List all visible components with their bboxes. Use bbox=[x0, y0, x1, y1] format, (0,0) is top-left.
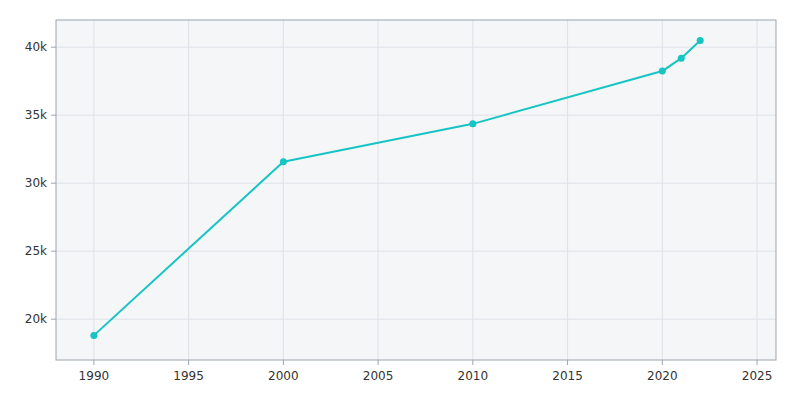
line bbox=[94, 41, 700, 336]
x-tick-label: 2000 bbox=[268, 369, 299, 383]
y-grid-line bbox=[56, 251, 776, 252]
x-tick bbox=[283, 360, 284, 365]
data-layer bbox=[90, 37, 703, 339]
plot-frame bbox=[56, 20, 776, 360]
y-grid-line bbox=[56, 319, 776, 320]
point bbox=[280, 158, 287, 165]
x-tick bbox=[93, 360, 94, 365]
point bbox=[469, 120, 476, 127]
x-tick-label: 2005 bbox=[363, 369, 394, 383]
x-grid-line bbox=[283, 20, 284, 360]
x-grid-line bbox=[378, 20, 379, 360]
x-axis: 1990 1995 2000 2005 2010 2015 2020 2025 bbox=[79, 360, 773, 383]
y-grid-line bbox=[56, 47, 776, 48]
y-tick bbox=[51, 319, 56, 320]
y-tick bbox=[51, 47, 56, 48]
x-grid-line bbox=[472, 20, 473, 360]
y-grid-line bbox=[56, 115, 776, 116]
y-axis: 20k 25k 30k 35k 40k bbox=[25, 40, 56, 326]
x-tick bbox=[378, 360, 379, 365]
plot-background bbox=[56, 20, 776, 360]
x-tick bbox=[567, 360, 568, 365]
x-tick-label: 2015 bbox=[552, 369, 583, 383]
x-tick-label: 1990 bbox=[79, 369, 110, 383]
grid bbox=[56, 20, 776, 360]
y-grid-line bbox=[56, 183, 776, 184]
x-grid-line bbox=[757, 20, 758, 360]
y-tick-label: 35k bbox=[25, 108, 47, 122]
x-tick bbox=[757, 360, 758, 365]
point bbox=[678, 55, 685, 62]
point bbox=[90, 332, 97, 339]
chart: 1990 1995 2000 2005 2010 2015 2020 2025 20k 25k 30… bbox=[0, 0, 800, 400]
point bbox=[659, 68, 666, 75]
y-tick-label: 40k bbox=[25, 40, 47, 54]
y-tick-label: 30k bbox=[25, 176, 47, 190]
x-tick bbox=[472, 360, 473, 365]
x-grid-line bbox=[93, 20, 94, 360]
x-tick-label: 2025 bbox=[742, 369, 773, 383]
x-tick-label: 1995 bbox=[173, 369, 204, 383]
y-tick-label: 25k bbox=[25, 244, 47, 258]
x-grid-line bbox=[188, 20, 189, 360]
y-tick-label: 20k bbox=[25, 312, 47, 326]
x-tick-label: 2020 bbox=[647, 369, 678, 383]
x-grid-line bbox=[567, 20, 568, 360]
x-tick bbox=[188, 360, 189, 365]
y-tick bbox=[51, 251, 56, 252]
y-tick bbox=[51, 183, 56, 184]
x-tick bbox=[662, 360, 663, 365]
y-tick bbox=[51, 115, 56, 116]
x-tick-label: 2010 bbox=[458, 369, 489, 383]
point bbox=[697, 37, 704, 44]
